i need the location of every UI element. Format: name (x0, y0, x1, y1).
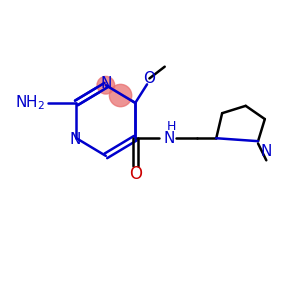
Text: N: N (163, 131, 175, 146)
Circle shape (97, 76, 115, 94)
Text: N: N (69, 132, 81, 147)
Text: NH$_2$: NH$_2$ (15, 94, 46, 112)
Circle shape (110, 84, 132, 107)
Text: H: H (167, 120, 176, 133)
Text: N: N (260, 143, 272, 158)
Text: N: N (100, 76, 112, 91)
Text: O: O (143, 71, 155, 86)
Text: O: O (129, 165, 142, 183)
